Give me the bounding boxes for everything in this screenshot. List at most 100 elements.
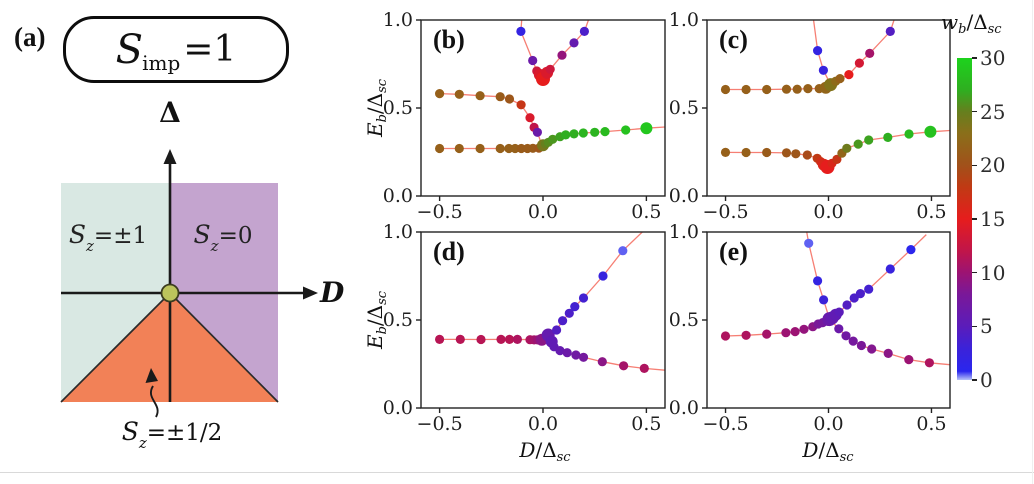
data-point (619, 361, 629, 371)
x-tick-label: 0.0 (528, 413, 558, 435)
phase-diagram (60, 149, 318, 418)
d-symbol: D (519, 438, 536, 462)
data-point (475, 91, 485, 101)
branch-line-fork-upper (541, 232, 643, 341)
data-point (762, 329, 772, 339)
data-point (848, 336, 858, 346)
y-tick-label: 0.0 (669, 185, 699, 207)
data-point (590, 127, 600, 137)
data-point (853, 139, 863, 149)
panel-e-label: (e) (719, 237, 748, 266)
x-tick-label: −0.5 (702, 201, 748, 223)
x-tick-label: 0.0 (528, 201, 558, 223)
y-tick-label: 0.5 (669, 309, 699, 331)
delta-axis-arrowhead (163, 149, 177, 164)
data-point (720, 147, 731, 157)
d-axis-label: D (320, 276, 345, 309)
y-tick-label: 1.0 (383, 221, 413, 243)
data-point (435, 143, 445, 154)
data-point (555, 346, 565, 356)
data-point (741, 84, 751, 95)
eb-symbol: E (363, 334, 387, 350)
data-point (791, 149, 801, 159)
region-label-sz-0: Sz=0 (177, 220, 269, 255)
data-point (516, 26, 526, 36)
data-point (569, 38, 579, 48)
data-point (476, 334, 486, 345)
data-point (435, 89, 445, 99)
data-point (454, 89, 464, 99)
data-point (495, 92, 505, 102)
data-point (532, 127, 543, 137)
sc-subscript: sc (375, 78, 390, 93)
data-point (621, 125, 631, 135)
region-label-sz-pm1: Sz=±1 (58, 220, 158, 255)
data-point (855, 289, 866, 299)
impurity-spin-subscript: imp (142, 50, 181, 75)
data-point (639, 363, 649, 373)
data-point (516, 100, 526, 110)
data-point (904, 129, 914, 139)
data-point (562, 348, 572, 358)
panel-d-data (435, 232, 665, 373)
data-point (781, 328, 791, 338)
sz-value: =0 (218, 223, 253, 249)
x-tick-label: −0.5 (417, 413, 463, 435)
data-point (455, 334, 465, 344)
data-point (578, 128, 588, 138)
data-point (864, 284, 874, 294)
panel-b-label: (b) (433, 25, 465, 54)
x-axis-title-panel-e: D/Δsc (768, 438, 888, 465)
colorbar-title: wb/Δsc (941, 10, 1002, 37)
delta-axis-label: Δ (159, 96, 181, 129)
data-point (813, 46, 823, 56)
data-point (906, 245, 916, 255)
sc-subscript: sc (839, 450, 854, 465)
squiggle-arrowhead (145, 368, 158, 383)
d-symbol: D (802, 438, 819, 462)
data-point (819, 295, 829, 305)
delta-sc-symbol: /Δ (966, 10, 988, 34)
data-point (842, 143, 852, 153)
y-axis-title-bottom-row: Eb/Δsc (363, 291, 390, 350)
data-point (924, 125, 937, 138)
data-point (504, 94, 515, 104)
data-point (741, 147, 751, 158)
data-point (475, 143, 485, 154)
x-tick-label: −0.5 (417, 201, 463, 223)
phase-boundary-right (169, 292, 279, 403)
colorbar-gradient (957, 58, 972, 380)
data-point (790, 327, 800, 337)
data-point (496, 334, 506, 344)
x-tick-label: 0.0 (813, 413, 843, 435)
figure-bottom-border (0, 472, 1034, 473)
panel-a-label: (a) (14, 22, 46, 52)
eb-subscript: b (375, 114, 390, 123)
x-tick-label: −0.5 (702, 413, 748, 435)
data-point (781, 148, 792, 158)
data-point (720, 331, 731, 341)
data-point (762, 84, 772, 95)
data-point (640, 122, 653, 135)
sz-value: =±1/2 (146, 420, 223, 446)
data-point (865, 48, 875, 59)
data-point (904, 355, 914, 365)
data-point (571, 350, 581, 360)
impurity-spin-value: =1 (183, 28, 237, 70)
data-point (504, 334, 515, 344)
sz-subscript: z (138, 434, 147, 452)
x-tick-label: 0.5 (631, 413, 661, 435)
x-tick-label: 0.5 (916, 413, 946, 435)
data-point (454, 143, 464, 154)
data-point (545, 64, 555, 74)
eb-symbol: E (363, 122, 387, 138)
data-point (854, 58, 865, 68)
data-point (781, 84, 792, 94)
data-point (564, 308, 574, 318)
panel-c-data (720, 20, 950, 174)
sz-value: =±1 (93, 223, 148, 249)
panel-e-data (720, 232, 950, 368)
